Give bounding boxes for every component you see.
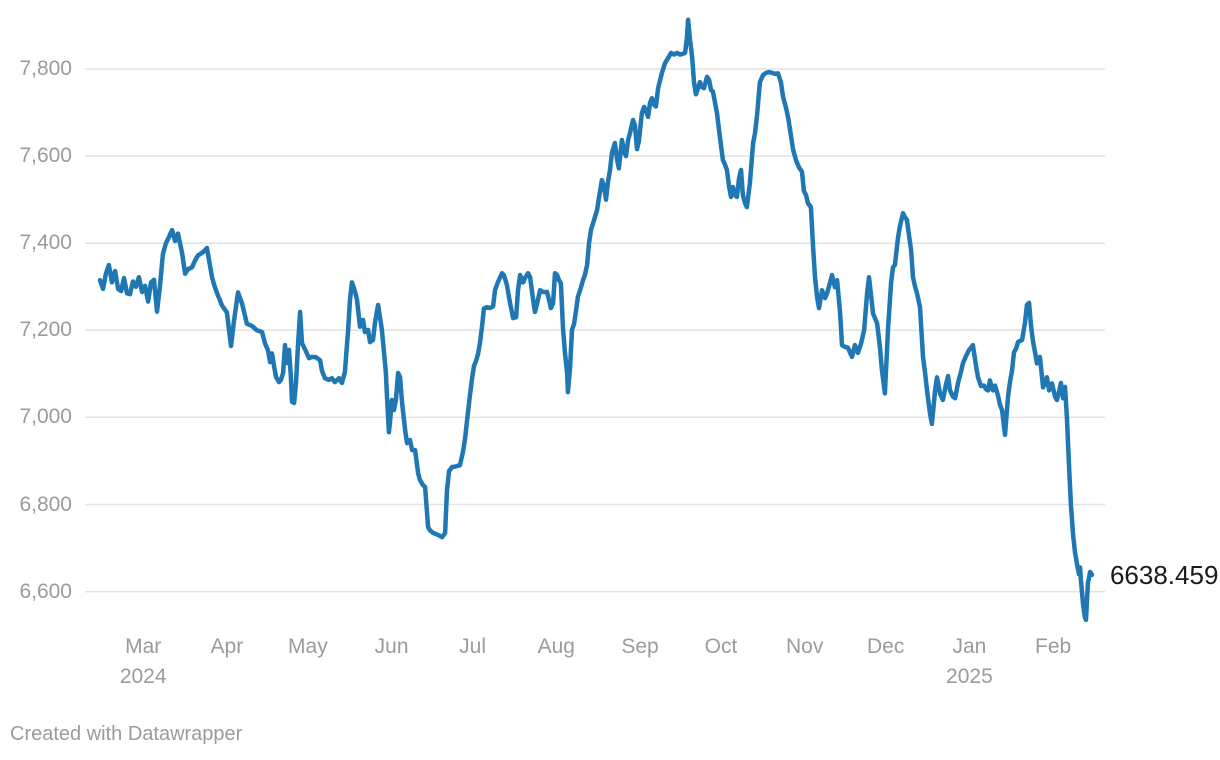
gridlines [85,68,1105,593]
y-axis-tick-label: 7,600 [19,144,72,168]
x-axis-tick-label: Jul [459,635,487,658]
x-axis-tick-label: Jun [374,635,409,658]
x-axis-tick-label: Dec [867,635,905,658]
datawrapper-credit-link[interactable]: Created with Datawrapper [10,723,243,745]
x-axis-tick-label: Mar [125,635,162,658]
series-line [97,17,1095,623]
x-axis-tick-label: Sep [621,635,659,658]
x-axis-year-label: 2025 [946,665,993,688]
y-axis-tick-label: 6,600 [19,579,72,603]
y-axis-tick-label: 7,400 [19,231,72,255]
y-axis-tick-label: 7,000 [19,405,72,429]
x-axis-tick-label: Jan [952,635,987,658]
x-axis-tick-label: Oct [704,635,738,658]
x-axis-tick-label: May [288,635,328,658]
series-end-value-label: 6638.459 [1109,559,1219,590]
y-axis-tick-label: 7,800 [19,57,72,80]
x-axis-tick-label: Feb [1035,635,1072,658]
y-axis-tick-label: 6,800 [19,492,72,516]
x-axis-tick-label: Nov [786,635,824,658]
x-axis-year-label: 2024 [119,665,167,688]
x-axis-tick-label: Aug [537,635,575,658]
y-axis-tick-label: 7,200 [19,318,72,342]
x-axis-tick-label: Apr [210,635,244,658]
